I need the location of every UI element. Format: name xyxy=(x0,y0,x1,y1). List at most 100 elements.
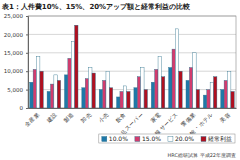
bar xyxy=(179,71,182,108)
tick-label: 15,000 xyxy=(4,50,24,56)
axis-line xyxy=(26,17,29,109)
bar xyxy=(141,68,144,108)
bar xyxy=(85,79,88,108)
y-axis: 0 5,000 10,000 15,000 20,000 25,000 xyxy=(4,13,29,111)
bar xyxy=(64,75,67,108)
tick: 警備業 xyxy=(180,108,197,128)
tick-mark xyxy=(26,108,28,109)
bar xyxy=(47,91,50,108)
legend-swatch xyxy=(201,137,206,142)
bar xyxy=(231,91,234,108)
bar xyxy=(169,68,172,108)
legend-swatch xyxy=(168,137,173,142)
bar xyxy=(30,82,33,108)
bar xyxy=(71,42,74,108)
bar xyxy=(40,71,43,108)
tick-label: 製造 xyxy=(62,111,75,124)
legend-swatch xyxy=(135,137,140,142)
tick-label: 25,000 xyxy=(4,13,24,19)
legend-item: 経常利益 xyxy=(201,135,232,142)
bar xyxy=(92,73,95,108)
legend-frame xyxy=(99,134,235,143)
bars xyxy=(30,25,235,108)
tick-label: 全産業 xyxy=(23,110,41,128)
tick-mark xyxy=(26,53,28,54)
grid-line xyxy=(28,52,236,53)
tick-mark xyxy=(26,71,28,72)
tick-mark xyxy=(26,16,28,17)
tick: 20,000 xyxy=(4,32,28,38)
legend-label: 15.0% xyxy=(142,135,161,142)
axis-line xyxy=(29,108,237,109)
bar xyxy=(207,90,210,108)
tick-label: 0 xyxy=(20,105,24,111)
bar xyxy=(203,95,206,108)
tick-label: 家電 xyxy=(149,110,162,123)
legend-label: 20.0% xyxy=(175,135,194,142)
tick: 家電 xyxy=(149,108,162,123)
legend-swatch xyxy=(102,137,107,142)
tick: 5,000 xyxy=(7,87,28,93)
bar xyxy=(106,71,109,108)
tick-label: 10,000 xyxy=(4,68,24,74)
bar xyxy=(193,53,196,108)
bar xyxy=(186,80,189,108)
tick: 15,000 xyxy=(4,50,28,56)
legend: 10.0% 15.0% 20.0% 経常利益 xyxy=(99,134,235,143)
plot: 0 5,000 10,000 15,000 20,000 25,000 全産業建設製造卸売小… xyxy=(4,13,237,141)
bar xyxy=(158,56,161,108)
bar xyxy=(54,75,57,108)
tick-mark xyxy=(26,34,28,35)
tick: 小売 xyxy=(97,108,110,123)
bar xyxy=(189,68,192,108)
tick-label: 20,000 xyxy=(4,32,24,38)
bar xyxy=(144,90,147,108)
bar xyxy=(33,69,36,108)
plot-frame xyxy=(28,16,236,108)
bar xyxy=(68,58,71,108)
tick: 美容 xyxy=(218,108,231,123)
tick: 0 xyxy=(20,105,29,111)
bar xyxy=(210,82,213,108)
grid xyxy=(28,16,236,108)
bar xyxy=(123,86,126,108)
tick: 建設 xyxy=(44,108,57,124)
source-note: HRC総研試算 平成22年度調査 xyxy=(168,152,236,158)
tick: 卸売 xyxy=(80,108,93,123)
bar xyxy=(103,80,106,108)
bar xyxy=(155,69,158,108)
bar xyxy=(57,80,60,108)
tick: 製造 xyxy=(62,108,75,123)
bar xyxy=(196,90,199,108)
bar xyxy=(221,90,224,108)
bar xyxy=(89,68,92,108)
tick: 飲食 xyxy=(115,108,128,123)
series xyxy=(33,49,227,108)
bar xyxy=(37,56,40,108)
bar xyxy=(172,49,175,108)
bar xyxy=(175,29,178,108)
bar xyxy=(75,25,78,108)
chart: 表1：人件費10%、15%、20%アップ額と経常利益の比較 0 5,000 10,00… xyxy=(0,0,240,160)
tick-label: 5,000 xyxy=(7,87,23,93)
tick: 全産業 xyxy=(23,108,41,128)
tick-label: 飲食 xyxy=(115,111,128,124)
tick-mark xyxy=(26,90,28,91)
series xyxy=(40,25,234,108)
legend-label: 10.0% xyxy=(109,135,128,142)
bar xyxy=(82,88,85,108)
bar xyxy=(134,88,137,108)
bar xyxy=(117,97,120,108)
tick: 10,000 xyxy=(4,68,28,74)
tick: 25,000 xyxy=(4,13,28,19)
bar xyxy=(109,88,112,108)
tick-label: 小売 xyxy=(97,111,110,124)
tick-label: 建設 xyxy=(44,111,57,124)
grid-line xyxy=(28,34,236,35)
bar xyxy=(151,82,154,108)
bar xyxy=(161,77,164,108)
series xyxy=(37,29,231,108)
legend-label: 経常利益 xyxy=(207,135,232,142)
title: 表1：人件費10%、15%、20%アップ額と経常利益の比較 xyxy=(1,2,191,11)
bar xyxy=(127,91,130,108)
